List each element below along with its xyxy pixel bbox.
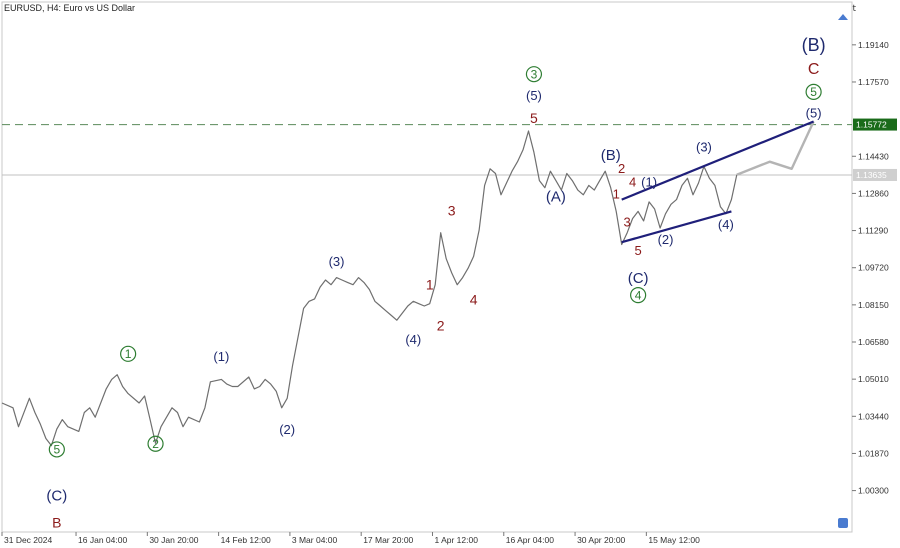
series-EURUSD [1,130,738,447]
wave-label: C [808,61,820,78]
x-tick-label: 3 Mar 04:00 [292,535,338,545]
x-tick-label: 30 Jan 20:00 [149,535,198,545]
series-channel_lower [621,210,732,244]
wave-label: B [52,515,61,531]
y-tick-label: 1.12860 [858,188,889,198]
x-tick-label: 17 Mar 20:00 [363,535,413,545]
panel-toggle-icon[interactable] [838,518,848,528]
series-channel_upper [621,120,815,201]
y-tick-label: 1.14430 [858,151,889,161]
price-badge-label-resistance: 1.15772 [856,120,887,130]
wave-label-circle [805,83,822,101]
wave-label: (2) [279,422,295,437]
wave-label: 4 [470,291,478,307]
wave-label-circle [147,435,164,452]
wave-label-circle [630,287,647,304]
price-badge-resistance [853,118,897,131]
wave-label: 1 [125,347,132,361]
wave-label: 3 [531,67,538,81]
wave-label: 3 [448,202,456,218]
wave-label: (1) [213,349,229,364]
x-tick-label: 14 Feb 12:00 [221,535,271,545]
wave-label: 5 [635,243,642,258]
wave-label: 2 [437,318,445,334]
price-badge-current [853,168,897,181]
y-tick-label: 1.01870 [858,448,889,458]
wave-label: (B) [802,35,826,55]
x-tick-label: 1 Apr 12:00 [434,535,478,545]
wave-label: (1) [641,175,657,190]
x-tick-label: 16 Jan 04:00 [78,535,127,545]
wave-label: (5) [806,106,822,121]
plot-frame [1,1,853,533]
wave-label: 5 [530,110,538,126]
x-tick-label: 15 May 12:00 [648,535,700,545]
wave-label: (B) [601,147,621,164]
wave-label: 2 [152,437,159,451]
wave-label-circle [525,66,543,83]
wave-label: 3 [624,214,631,229]
wave-label: 4 [635,288,642,302]
x-tick-label: 31 Dec 2024 [4,535,52,545]
wave-label: (3) [696,140,712,155]
y-tick-label: 1.05010 [858,374,889,384]
wave-label: 2 [618,161,625,176]
wave-label: (4) [718,217,734,232]
wave-label: (2) [658,232,674,247]
wave-label: 5 [53,443,60,457]
wave-label: 5 [810,85,817,99]
y-tick-label: 1.00300 [858,486,889,496]
wave-label-circle [48,441,65,458]
y-tick-label: 1.03440 [858,411,889,421]
y-tick-label: 1.08150 [858,300,889,310]
wave-label: (4) [405,332,421,347]
price-badge-label-current: 1.13635 [856,170,887,180]
wave-label: 1 [426,277,434,293]
wave-label: (5) [526,88,542,103]
y-tick-label: 1.06580 [858,337,889,347]
y-tick-label: 1.19140 [858,40,889,50]
x-tick-label: 16 Apr 04:00 [506,535,554,545]
wave-label: (A) [546,188,566,205]
wave-label: 4 [629,175,636,190]
wave-label: (3) [329,254,345,269]
series-forecast [736,120,815,176]
y-tick-label: 1.11290 [858,226,888,236]
wave-label: 1 [613,187,620,202]
chart-corner-glyph[interactable]: t [852,4,856,14]
y-tick-label: 1.17570 [858,77,889,87]
trade-hat-icon[interactable] [838,14,848,20]
y-tick-label: 1.09720 [858,263,889,273]
x-tick-label: 30 Apr 20:00 [577,535,625,545]
wave-label-circle [120,345,137,362]
chart-title: EURUSD, H4: Euro vs US Dollar [4,3,136,13]
wave-label: (C) [46,487,67,504]
wave-label: (C) [628,270,649,287]
